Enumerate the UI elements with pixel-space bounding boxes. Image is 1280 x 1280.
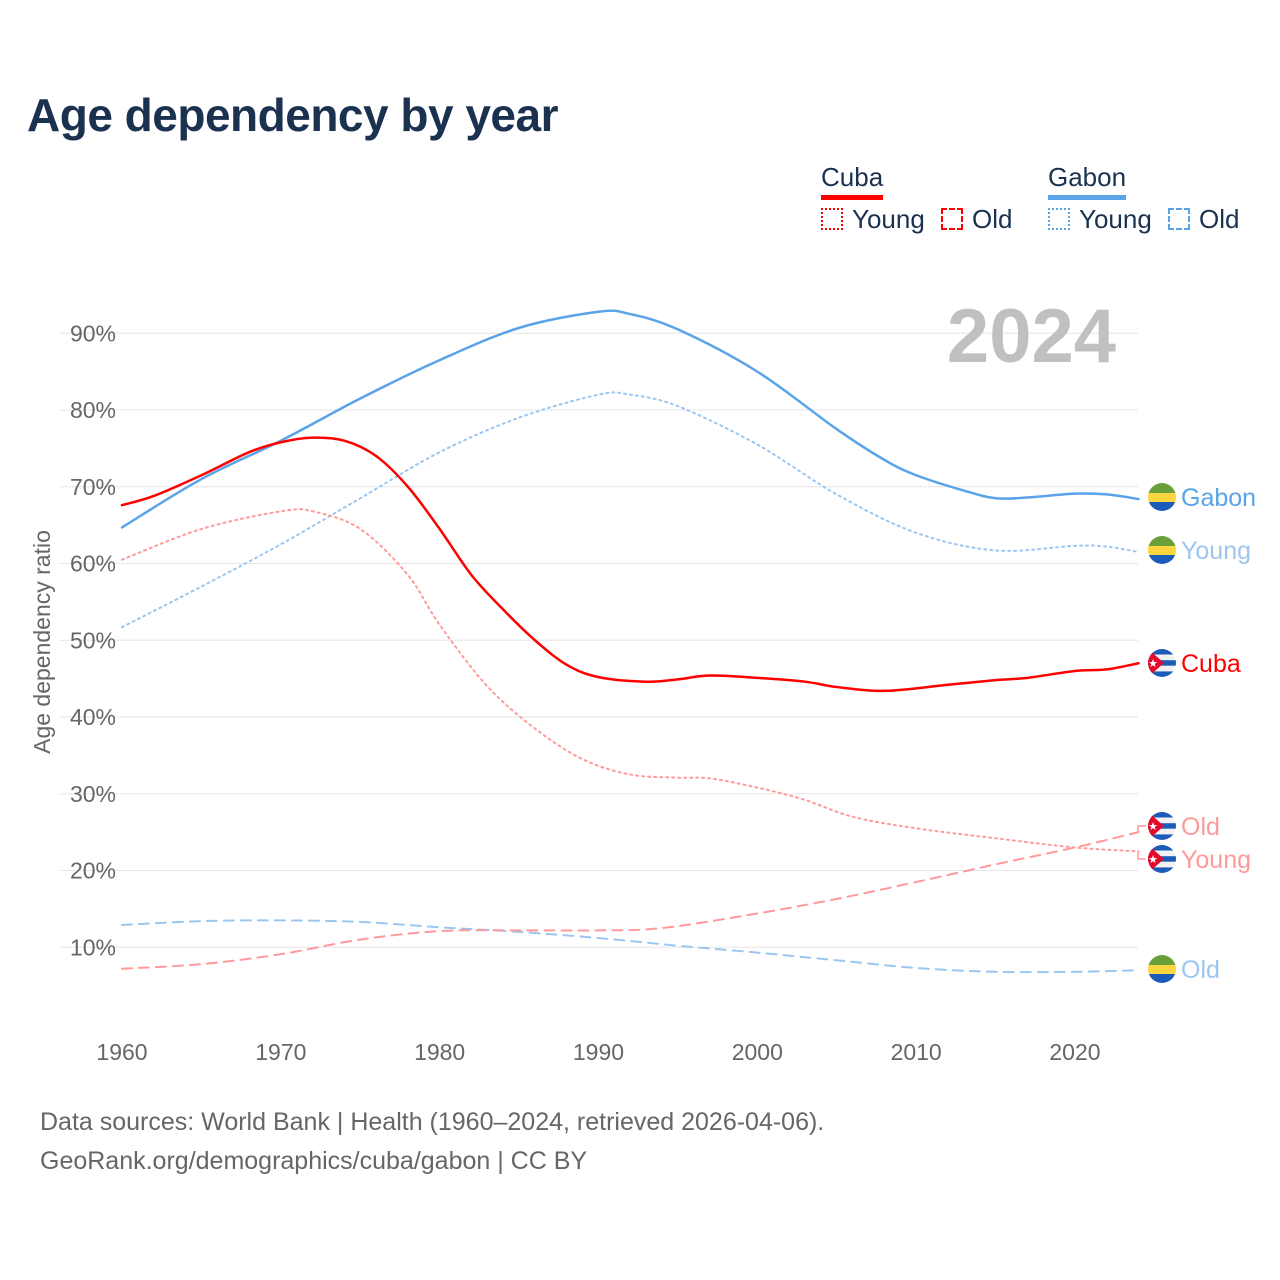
x-tick-label: 1990 — [573, 1039, 624, 1065]
gabon-flag-icon — [1148, 483, 1176, 511]
x-tick-label: 2010 — [891, 1039, 942, 1065]
end-label-gabon: Gabon — [1181, 484, 1256, 512]
legend-gabon-young[interactable]: Young — [1079, 204, 1152, 234]
y-tick-label: 80% — [70, 397, 116, 423]
y-tick-label: 90% — [70, 320, 116, 346]
x-tick-label: 1980 — [414, 1039, 465, 1065]
legend-gabon-young-swatch — [1048, 208, 1070, 230]
y-tick-label: 10% — [70, 934, 116, 960]
y-tick-label: 30% — [70, 781, 116, 807]
gabon-flag-icon — [1148, 536, 1176, 564]
end-label-cuba-young: Young — [1181, 846, 1251, 874]
series-line-gabon-young[interactable] — [121, 391, 1140, 629]
legend-gabon-old[interactable]: Old — [1199, 204, 1240, 234]
series-line-gabon-old[interactable] — [121, 919, 1140, 974]
y-tick-label: 70% — [70, 474, 116, 500]
legend-cuba-young-swatch — [821, 208, 843, 230]
series-line-gabon[interactable] — [120, 309, 1140, 529]
year-watermark: 2024 — [947, 294, 1116, 379]
gabon-flag-icon — [1148, 955, 1176, 983]
end-label-gabon-young: Young — [1181, 537, 1251, 565]
x-tick-label: 2020 — [1049, 1039, 1100, 1065]
label-connector — [1137, 850, 1146, 860]
cuba-flag-icon: ★ — [1148, 845, 1176, 873]
end-label-gabon-old: Old — [1181, 956, 1220, 984]
end-label-cuba-old: Old — [1181, 813, 1220, 841]
y-tick-label: 20% — [70, 858, 116, 884]
source-text: Data sources: World Bank | Health (1960–… — [40, 1108, 825, 1136]
series-line-cuba-old[interactable] — [121, 831, 1140, 970]
series-line-cuba-young[interactable] — [121, 508, 1140, 853]
end-label-cuba: Cuba — [1181, 650, 1241, 678]
x-tick-label: 1960 — [96, 1039, 147, 1065]
legend-cuba-young[interactable]: Young — [852, 204, 925, 234]
chart-title: Age dependency by year — [27, 89, 558, 141]
svg-text:★: ★ — [1148, 854, 1158, 866]
y-tick-label: 40% — [70, 704, 116, 730]
series-line-cuba[interactable] — [120, 436, 1140, 693]
x-tick-label: 2000 — [732, 1039, 783, 1065]
cuba-flag-icon: ★ — [1148, 812, 1176, 840]
cuba-flag-icon: ★ — [1148, 649, 1176, 677]
legend-gabon[interactable]: Gabon — [1048, 162, 1127, 200]
y-axis-label: Age dependency ratio — [29, 530, 55, 754]
label-connector — [1137, 825, 1146, 833]
svg-text:★: ★ — [1148, 821, 1158, 833]
legend-cuba-old[interactable]: Old — [972, 204, 1013, 234]
svg-text:★: ★ — [1148, 658, 1158, 670]
legend-cuba[interactable]: Cuba — [821, 162, 884, 200]
x-tick-label: 1970 — [255, 1039, 306, 1065]
source-link[interactable]: GeoRank.org/demographics/cuba/gabon | CC… — [40, 1147, 588, 1175]
legend-cuba-old-swatch — [941, 208, 963, 230]
y-tick-label: 60% — [70, 551, 116, 577]
legend-gabon-old-swatch — [1168, 208, 1190, 230]
y-tick-label: 50% — [70, 627, 116, 653]
